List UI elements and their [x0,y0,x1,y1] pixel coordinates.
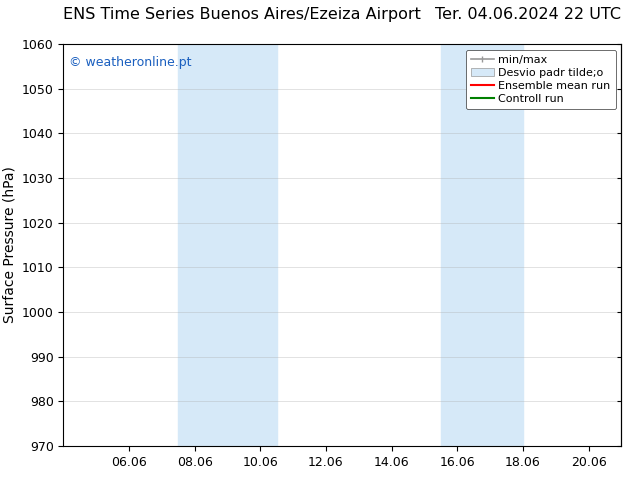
Bar [441,44,523,446]
Text: ENS Time Series Buenos Aires/Ezeiza Airport: ENS Time Series Buenos Aires/Ezeiza Airp… [63,7,421,22]
Legend: min/max, Desvio padr tilde;o, Ensemble mean run, Controll run: min/max, Desvio padr tilde;o, Ensemble m… [466,49,616,109]
Y-axis label: Surface Pressure (hPa): Surface Pressure (hPa) [3,167,16,323]
Bar [178,44,276,446]
Text: Ter. 04.06.2024 22 UTC: Ter. 04.06.2024 22 UTC [436,7,621,22]
Text: © weatheronline.pt: © weatheronline.pt [69,56,191,69]
